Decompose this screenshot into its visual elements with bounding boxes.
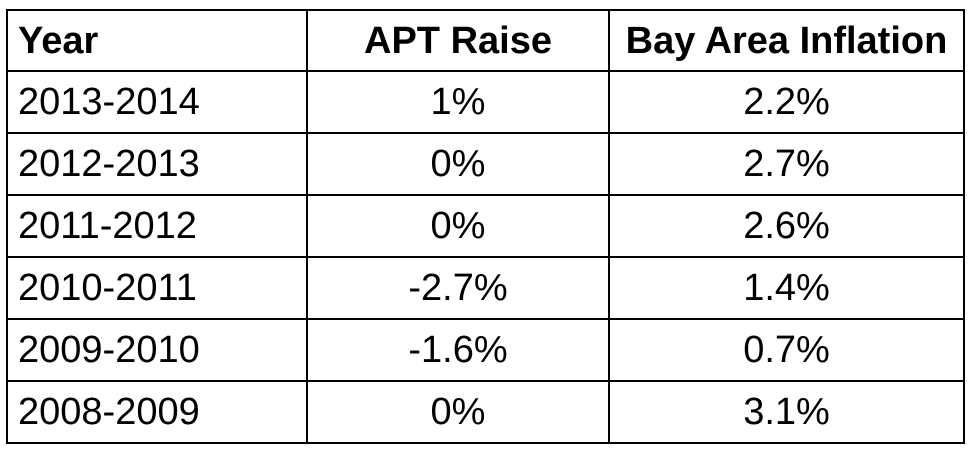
table-row: 2010-2011 -2.7% 1.4% (6, 256, 965, 320)
table-row: 2011-2012 0% 2.6% (6, 194, 965, 258)
inflation-cell: 3.1% (608, 380, 965, 444)
year-cell: 2008-2009 (6, 380, 308, 444)
table-row: 2008-2009 0% 3.1% (6, 380, 965, 444)
year-cell: 2011-2012 (6, 194, 308, 258)
raise-vs-inflation-table: Year APT Raise Bay Area Inflation 2013-2… (6, 9, 965, 444)
year-cell: 2009-2010 (6, 318, 308, 382)
table-row: 2009-2010 -1.6% 0.7% (6, 318, 965, 382)
table-header-row: Year APT Raise Bay Area Inflation (6, 9, 965, 72)
apt-raise-cell: 0% (306, 194, 610, 258)
header-bay-area-inflation: Bay Area Inflation (608, 9, 965, 72)
apt-raise-cell: -1.6% (306, 318, 610, 382)
apt-raise-cell: 1% (306, 70, 610, 134)
inflation-cell: 2.6% (608, 194, 965, 258)
year-cell: 2013-2014 (6, 70, 308, 134)
header-year: Year (6, 9, 308, 72)
apt-raise-cell: 0% (306, 380, 610, 444)
table-row: 2013-2014 1% 2.2% (6, 70, 965, 134)
header-apt-raise: APT Raise (306, 9, 610, 72)
apt-raise-cell: -2.7% (306, 256, 610, 320)
inflation-cell: 1.4% (608, 256, 965, 320)
apt-raise-cell: 0% (306, 132, 610, 196)
inflation-cell: 2.7% (608, 132, 965, 196)
year-cell: 2012-2013 (6, 132, 308, 196)
table-row: 2012-2013 0% 2.7% (6, 132, 965, 196)
inflation-cell: 0.7% (608, 318, 965, 382)
year-cell: 2010-2011 (6, 256, 308, 320)
inflation-cell: 2.2% (608, 70, 965, 134)
